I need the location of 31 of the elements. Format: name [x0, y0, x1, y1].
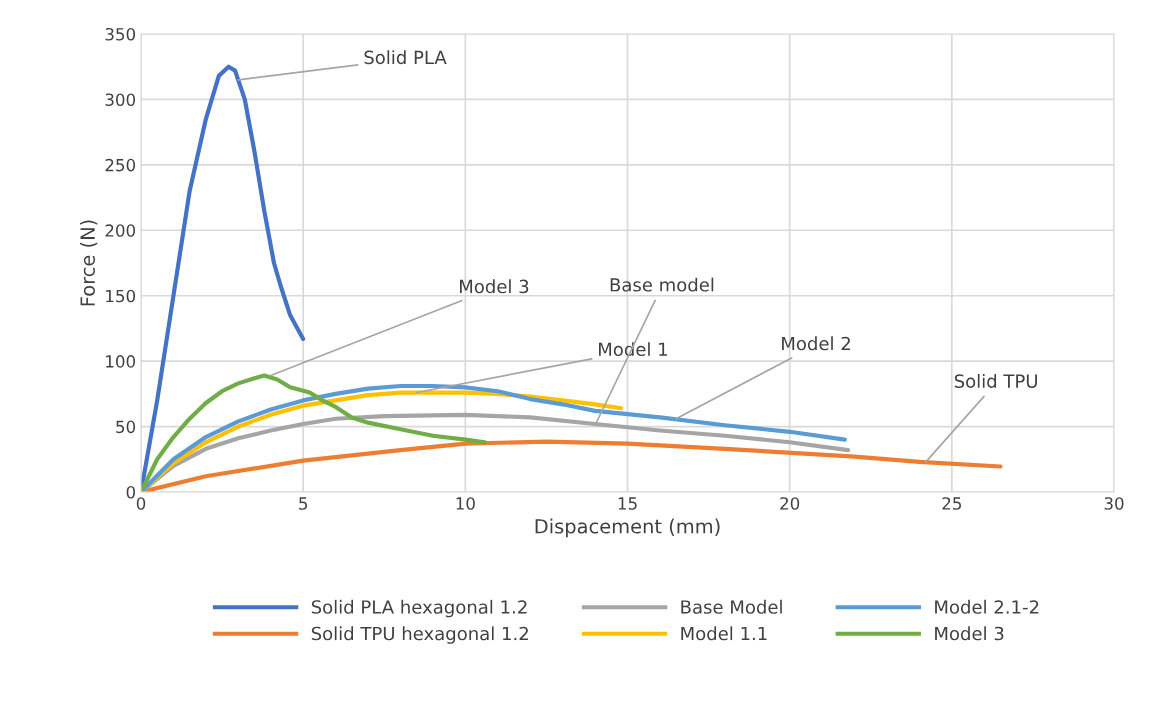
y-tick-label: 150	[106, 289, 136, 303]
x-tick-label: 25	[942, 497, 961, 510]
legend-label: Model 1.1	[681, 626, 767, 641]
annotation: Solid TPU	[954, 374, 1037, 388]
y-tick-label: 0	[126, 485, 136, 499]
x-tick-label: 0	[136, 497, 146, 510]
line-series	[141, 373, 487, 492]
y-tick-label: 250	[105, 158, 136, 172]
y-tick-label: 100	[106, 355, 136, 368]
annotation: Solid PLA	[364, 50, 447, 65]
legend-label: Model 2.1-2	[935, 599, 1039, 614]
annotation: Base model	[610, 277, 714, 292]
line-series	[141, 383, 847, 492]
annotation: Model 3	[460, 279, 529, 294]
x-tick-label: 15	[618, 497, 637, 510]
x-axis-title: Dispacement (mm)	[535, 518, 720, 538]
legend-label: Base Model	[681, 599, 782, 614]
legend-label: Solid PLA hexagonal 1.2	[311, 599, 527, 618]
y-tick-label: 300	[105, 93, 136, 106]
y-axis-title: Force (N)	[79, 220, 98, 306]
x-tick-label: 10	[456, 497, 475, 510]
x-tick-label: 5	[299, 497, 308, 510]
annotation: Model 2	[782, 336, 850, 351]
y-tick-label: 200	[105, 224, 136, 237]
y-tick-label: 50	[116, 420, 136, 434]
annotation: Model 1	[599, 342, 668, 357]
x-tick-label: 30	[1104, 497, 1124, 510]
x-tick-label: 20	[780, 497, 800, 510]
legend-label: Model 3	[935, 626, 1004, 641]
legend-label: Solid TPU hexagonal 1.2	[311, 626, 528, 644]
y-tick-label: 350	[105, 27, 136, 41]
